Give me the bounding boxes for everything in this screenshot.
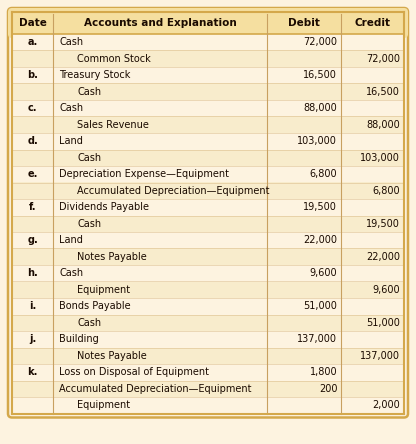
- Text: a.: a.: [27, 37, 38, 47]
- Bar: [12, 100, 404, 116]
- Bar: [12, 331, 404, 348]
- Text: Dividends Payable: Dividends Payable: [59, 202, 149, 212]
- Text: 137,000: 137,000: [360, 351, 400, 361]
- Text: 22,000: 22,000: [366, 252, 400, 262]
- Text: Cash: Cash: [59, 37, 83, 47]
- Text: 103,000: 103,000: [360, 153, 400, 163]
- Bar: [12, 67, 404, 83]
- Text: 72,000: 72,000: [366, 54, 400, 64]
- Bar: [12, 348, 404, 364]
- Text: Accumulated Depreciation—Equipment: Accumulated Depreciation—Equipment: [59, 384, 252, 394]
- Bar: [12, 23, 404, 34]
- Bar: [12, 364, 404, 381]
- Text: Accounts and Explanation: Accounts and Explanation: [84, 18, 236, 28]
- Text: b.: b.: [27, 70, 38, 80]
- Bar: [12, 265, 404, 281]
- Text: 51,000: 51,000: [303, 301, 337, 311]
- Bar: [12, 281, 404, 298]
- Bar: [12, 34, 404, 51]
- Text: e.: e.: [27, 169, 38, 179]
- Text: 88,000: 88,000: [366, 120, 400, 130]
- Text: 200: 200: [319, 384, 337, 394]
- Text: Sales Revenue: Sales Revenue: [77, 120, 149, 130]
- Text: c.: c.: [28, 103, 37, 113]
- Bar: [12, 298, 404, 314]
- FancyBboxPatch shape: [8, 8, 408, 417]
- Bar: [12, 182, 404, 199]
- Text: f.: f.: [29, 202, 36, 212]
- Text: 19,500: 19,500: [366, 219, 400, 229]
- Text: 88,000: 88,000: [304, 103, 337, 113]
- Text: 16,500: 16,500: [303, 70, 337, 80]
- Text: Cash: Cash: [59, 268, 83, 278]
- Text: i.: i.: [29, 301, 36, 311]
- Text: Cash: Cash: [77, 153, 101, 163]
- Text: k.: k.: [27, 367, 38, 377]
- Text: Cash: Cash: [77, 87, 101, 97]
- Text: 1,800: 1,800: [310, 367, 337, 377]
- Bar: [12, 397, 404, 413]
- Bar: [12, 249, 404, 265]
- Text: g.: g.: [27, 235, 38, 245]
- Text: 6,800: 6,800: [372, 186, 400, 196]
- Bar: [12, 215, 404, 232]
- Text: Notes Payable: Notes Payable: [77, 351, 147, 361]
- Text: d.: d.: [27, 136, 38, 146]
- Bar: [12, 51, 404, 67]
- Text: 2,000: 2,000: [372, 400, 400, 410]
- Text: Bonds Payable: Bonds Payable: [59, 301, 131, 311]
- Bar: [12, 314, 404, 331]
- Text: 16,500: 16,500: [366, 87, 400, 97]
- Text: Credit: Credit: [354, 18, 391, 28]
- Bar: [12, 381, 404, 397]
- Text: 103,000: 103,000: [297, 136, 337, 146]
- Text: 9,600: 9,600: [310, 268, 337, 278]
- Bar: [12, 199, 404, 215]
- Text: Cash: Cash: [59, 103, 83, 113]
- Text: Cash: Cash: [77, 318, 101, 328]
- Text: Equipment: Equipment: [77, 285, 130, 295]
- Text: 6,800: 6,800: [310, 169, 337, 179]
- Bar: [12, 83, 404, 100]
- Text: 72,000: 72,000: [303, 37, 337, 47]
- Text: Common Stock: Common Stock: [77, 54, 151, 64]
- Text: h.: h.: [27, 268, 38, 278]
- Text: Building: Building: [59, 334, 99, 344]
- Text: Debit: Debit: [288, 18, 320, 28]
- Text: Land: Land: [59, 235, 83, 245]
- Bar: [12, 232, 404, 249]
- Text: Cash: Cash: [77, 219, 101, 229]
- Text: 51,000: 51,000: [366, 318, 400, 328]
- Text: Equipment: Equipment: [77, 400, 130, 410]
- Text: Loss on Disposal of Equipment: Loss on Disposal of Equipment: [59, 367, 209, 377]
- Text: Notes Payable: Notes Payable: [77, 252, 147, 262]
- Text: 137,000: 137,000: [297, 334, 337, 344]
- Bar: [12, 166, 404, 182]
- Text: Accumulated Depreciation—Equipment: Accumulated Depreciation—Equipment: [77, 186, 270, 196]
- Text: 22,000: 22,000: [303, 235, 337, 245]
- Text: j.: j.: [29, 334, 36, 344]
- FancyBboxPatch shape: [8, 8, 408, 38]
- Text: Land: Land: [59, 136, 83, 146]
- Text: 9,600: 9,600: [372, 285, 400, 295]
- Bar: [12, 133, 404, 150]
- Bar: [12, 150, 404, 166]
- Text: Treasury Stock: Treasury Stock: [59, 70, 131, 80]
- Text: Depreciation Expense—Equipment: Depreciation Expense—Equipment: [59, 169, 229, 179]
- Text: Date: Date: [19, 18, 47, 28]
- Bar: [12, 116, 404, 133]
- Text: 19,500: 19,500: [303, 202, 337, 212]
